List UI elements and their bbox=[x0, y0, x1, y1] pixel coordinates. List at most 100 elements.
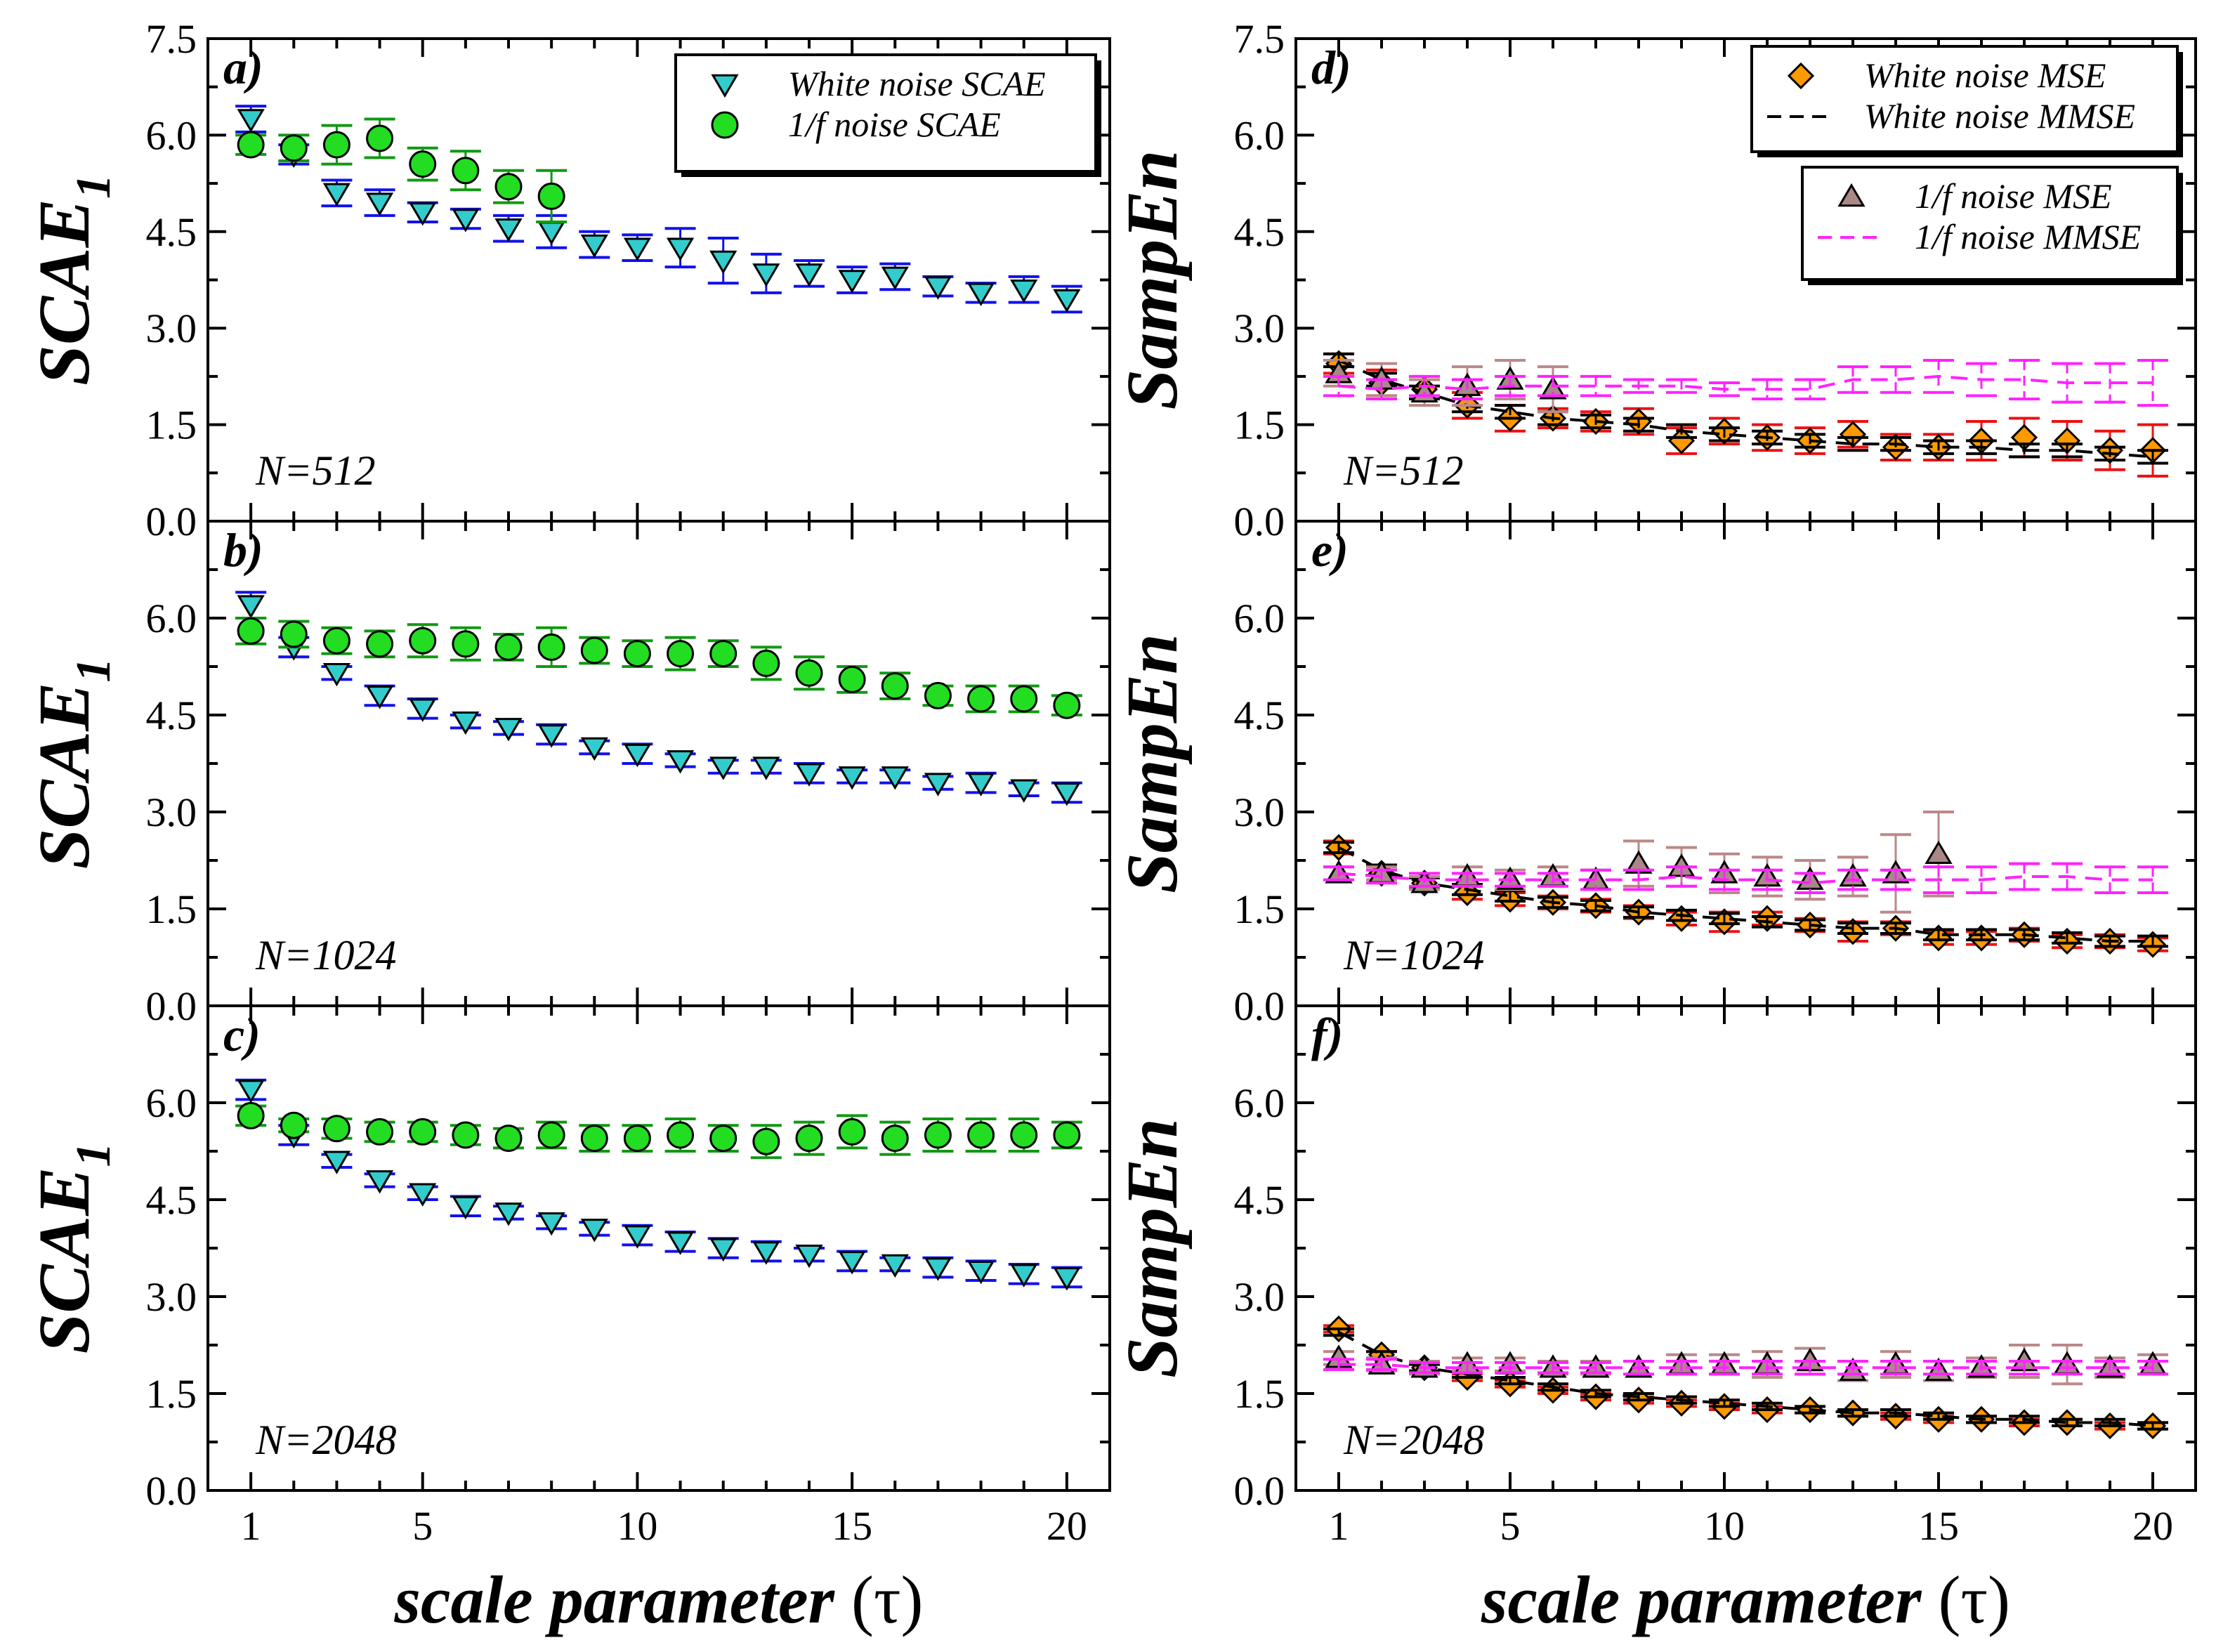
marker-triangle-down bbox=[1010, 279, 1038, 303]
marker-circle bbox=[537, 633, 565, 661]
series-line bbox=[1339, 1363, 2153, 1370]
series-1-f-noise-scae bbox=[235, 117, 568, 224]
marker-triangle-down bbox=[666, 1231, 695, 1255]
marker-circle bbox=[795, 1125, 823, 1153]
marker-triangle-down bbox=[365, 686, 394, 709]
series-1-f-noise-mmse bbox=[1323, 862, 2168, 894]
marker-triangle-down bbox=[409, 698, 437, 722]
panel-a: 0.0 1.5 3.0 4.5 6.0 7.5 a) N=512 SCAE1 White nois… bbox=[24, 16, 1111, 544]
x-tick-label: 5 bbox=[1500, 1503, 1521, 1549]
y-tick-label: 1.5 bbox=[146, 886, 197, 932]
series-white-noise-mmse bbox=[1323, 841, 2168, 948]
y-tick-label: 3.0 bbox=[146, 1274, 197, 1320]
marker-triangle-down bbox=[795, 263, 823, 287]
panels: 0.0 1.5 3.0 4.5 6.0 7.5 a) N=512 SCAE1 White nois… bbox=[24, 16, 2197, 1549]
y-axis-label-subscript: 1 bbox=[67, 658, 121, 683]
marker-triangle-down bbox=[494, 718, 523, 742]
x-axis-label: scale parameter (τ) bbox=[393, 1562, 923, 1637]
marker-circle bbox=[366, 630, 394, 658]
marker-circle bbox=[580, 636, 608, 664]
y-tick-label: 6.0 bbox=[146, 112, 197, 158]
y-axis-label: SCAE1 bbox=[24, 658, 121, 870]
marker-circle bbox=[838, 1117, 866, 1146]
x-axis-label: scale parameter (τ) bbox=[1481, 1562, 2010, 1637]
x-tick-label: 1 bbox=[241, 1503, 261, 1549]
series-line bbox=[1338, 872, 2153, 885]
marker-circle bbox=[1053, 691, 1081, 719]
marker-triangle-down bbox=[237, 109, 265, 133]
panel-tag: d) bbox=[1311, 41, 1351, 94]
marker-circle bbox=[1053, 1121, 1081, 1149]
sample-size-label: N=512 bbox=[1343, 447, 1464, 494]
marker-triangle-down bbox=[365, 1170, 394, 1194]
legend-label: White noise MMSE bbox=[1864, 96, 2135, 136]
marker-circle bbox=[237, 1101, 265, 1129]
marker-circle bbox=[623, 1125, 651, 1153]
x-tick-label: 15 bbox=[832, 1503, 872, 1549]
marker-circle bbox=[709, 640, 737, 668]
marker-circle bbox=[537, 1121, 565, 1149]
legend-label: 1/f noise SCAE bbox=[788, 105, 1001, 144]
marker-triangle-down bbox=[409, 1183, 437, 1207]
marker-circle bbox=[1010, 685, 1038, 713]
y-tick-label: 4.5 bbox=[146, 693, 197, 738]
marker-circle bbox=[881, 672, 909, 700]
y-axis-label: SCAE1 bbox=[24, 174, 121, 386]
marker-triangle-down bbox=[1053, 1267, 1081, 1291]
marker-circle bbox=[795, 659, 823, 687]
marker-triangle-down bbox=[623, 743, 652, 768]
x-tick-label: 15 bbox=[1918, 1503, 1959, 1549]
marker-triangle-down bbox=[322, 183, 351, 206]
marker-circle bbox=[711, 111, 739, 139]
marker-circle bbox=[280, 134, 308, 162]
marker-circle bbox=[967, 685, 995, 713]
marker-triangle-down bbox=[881, 266, 909, 291]
sample-size-label: N=512 bbox=[255, 447, 376, 494]
marker-triangle-down bbox=[494, 218, 523, 242]
x-tick-label: 1 bbox=[1329, 1503, 1349, 1549]
marker-triangle-down bbox=[881, 766, 909, 790]
marker-triangle-down bbox=[838, 1251, 866, 1275]
marker-triangle-down bbox=[924, 1257, 952, 1281]
marker-circle bbox=[494, 173, 523, 201]
marker-triangle-down bbox=[452, 209, 480, 232]
legend-label: 1/f noise MSE bbox=[1915, 176, 2112, 216]
y-axis-label-subscript: 1 bbox=[67, 174, 121, 199]
y-axis-label-subscript: 1 bbox=[67, 1143, 121, 1167]
y-tick-label: 3.0 bbox=[1234, 789, 1285, 835]
series-1-f-noise-mmse bbox=[1323, 1358, 2168, 1376]
series-1-f-noise-mse bbox=[1323, 811, 1954, 914]
marker-triangle-down bbox=[580, 1219, 608, 1243]
marker-circle bbox=[366, 124, 394, 152]
y-tick-label: 3.0 bbox=[1234, 306, 1285, 351]
y-tick-label: 3.0 bbox=[146, 789, 197, 835]
marker-triangle-down bbox=[1053, 289, 1081, 313]
marker-triangle-up bbox=[1925, 840, 1953, 865]
y-tick-label: 1.5 bbox=[146, 402, 197, 448]
y-tick-label: 4.5 bbox=[1234, 1177, 1285, 1223]
y-tick-label: 3.0 bbox=[1234, 1274, 1285, 1320]
y-tick-label: 1.5 bbox=[1234, 1371, 1285, 1417]
marker-circle bbox=[752, 649, 780, 677]
marker-triangle-down bbox=[452, 711, 480, 735]
y-tick-label: 0.0 bbox=[1234, 1468, 1285, 1514]
marker-circle bbox=[881, 1125, 909, 1153]
marker-circle bbox=[452, 1121, 480, 1149]
marker-triangle-down bbox=[452, 1195, 480, 1220]
x-tick-label: 5 bbox=[412, 1503, 433, 1549]
marker-circle bbox=[924, 681, 952, 709]
axis-labels: scale parameter (τ) scale parameter (τ) bbox=[393, 1562, 2010, 1637]
y-tick-label: 4.5 bbox=[146, 209, 197, 255]
panel-tag: a) bbox=[223, 41, 263, 94]
marker-circle bbox=[452, 630, 480, 658]
panel-tag: b) bbox=[223, 523, 263, 577]
marker-circle bbox=[409, 1117, 437, 1146]
marker-diamond bbox=[1787, 62, 1815, 90]
marker-triangle-down bbox=[1053, 782, 1081, 806]
marker-circle bbox=[667, 1121, 695, 1149]
sample-size-label: N=1024 bbox=[1343, 932, 1485, 978]
y-tick-label: 0.0 bbox=[146, 499, 197, 544]
marker-triangle-down bbox=[752, 263, 780, 287]
panel-d: 0.0 1.5 3.0 4.5 6.0 7.5 d) N=512 SampEn White noi… bbox=[1112, 16, 2197, 544]
